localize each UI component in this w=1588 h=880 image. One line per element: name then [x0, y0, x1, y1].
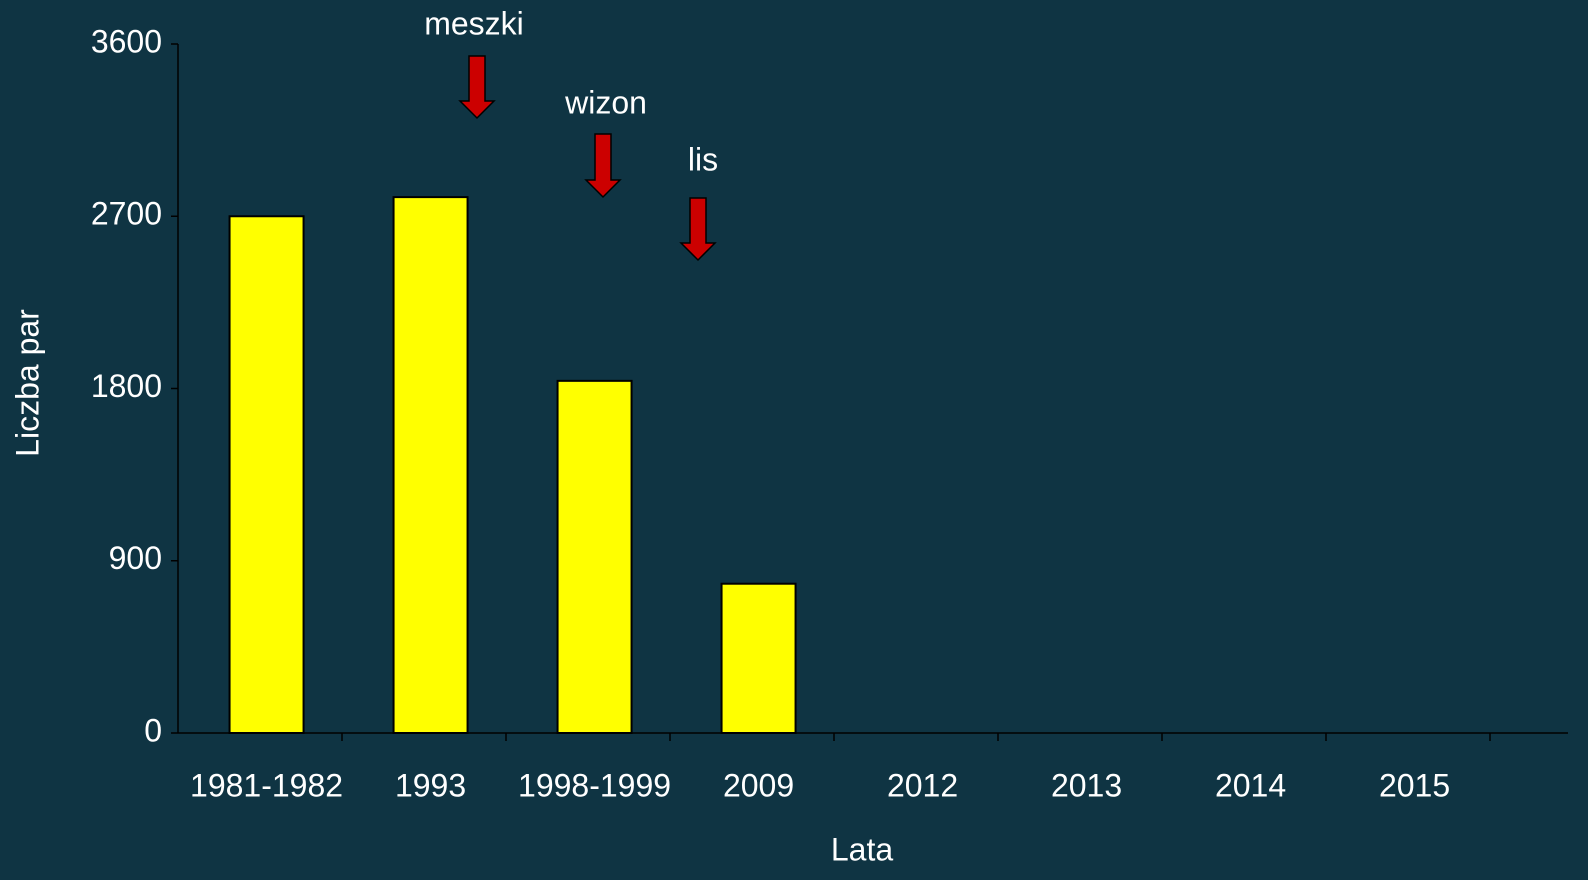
x-tick-label: 2012 — [887, 767, 958, 803]
arrow — [679, 197, 717, 262]
x-tick-label: 2013 — [1051, 767, 1122, 803]
x-tick-label: 1993 — [395, 767, 466, 803]
bar — [228, 215, 305, 734]
y-tick-label: 0 — [144, 712, 162, 748]
x-tick-label: 2009 — [723, 767, 794, 803]
bar — [720, 582, 797, 735]
bar — [556, 379, 633, 734]
annotation: meszki — [424, 5, 524, 41]
y-tick-label: 2700 — [91, 196, 162, 232]
bar — [392, 196, 469, 735]
annotation: wizon — [564, 84, 647, 120]
y-tick-label: 900 — [109, 540, 162, 576]
x-tick-label: 2015 — [1379, 767, 1450, 803]
y-tick-label: 3600 — [91, 23, 162, 59]
y-axis-label: Liczba par — [9, 309, 45, 457]
x-tick-label: 2014 — [1215, 767, 1286, 803]
y-tick-label: 1800 — [91, 368, 162, 404]
x-axis-label: Lata — [831, 831, 893, 867]
x-tick-label: 1981-1982 — [190, 767, 343, 803]
arrow — [584, 133, 622, 199]
arrow — [458, 55, 496, 120]
annotation: lis — [688, 141, 718, 177]
x-tick-label: 1998-1999 — [518, 767, 671, 803]
